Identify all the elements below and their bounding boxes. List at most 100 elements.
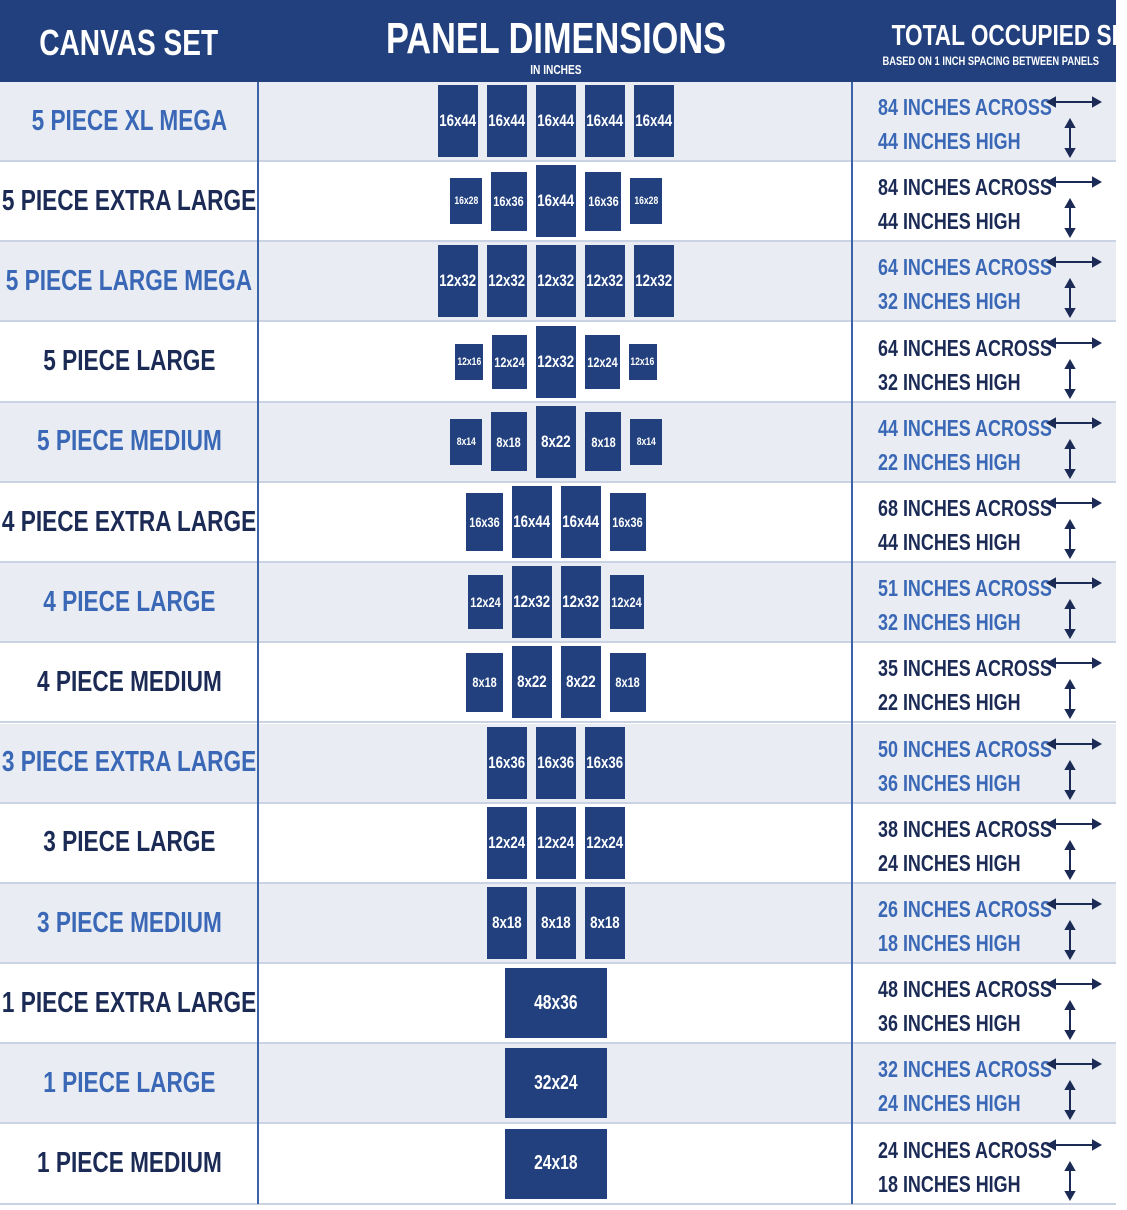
high: 22 INCHES HIGH	[878, 445, 1101, 479]
panel-group: 12x24 12x24 12x24	[260, 804, 852, 882]
table-row: 5 PIECE MEDIUM 8x14 8x18 8x22 8x18 8x14 44 INC…	[0, 402, 1116, 483]
arrow-icons	[1045, 734, 1103, 809]
panel-label: 12x32	[439, 271, 477, 291]
high-text: 36 INCHES HIGH	[878, 1010, 1021, 1037]
panel-group: 16x36 16x44 16x44 16x36	[260, 483, 852, 561]
panel: 16x36	[490, 171, 527, 231]
panel-label: 48x36	[534, 991, 578, 1014]
panel: 12x24	[585, 806, 625, 879]
table-row: 1 PIECE LARGE 32x24 32 INCHES ACROSS 24 INC…	[0, 1044, 1116, 1125]
arrow-icons	[1045, 92, 1103, 167]
panel-label: 32x24	[534, 1071, 578, 1094]
table-row: 5 PIECE LARGE 12x16 12x24 12x32 12x24 12x16 64…	[0, 323, 1116, 403]
panel-group: 48x36	[260, 964, 852, 1042]
name-text: 4 PIECE EXTRA LARGE	[1, 505, 257, 538]
panel: 12x32	[511, 566, 552, 639]
across: 64 INCHES ACROSS	[878, 331, 1101, 365]
table-row: 3 PIECE MEDIUM 8x18 8x18 8x18 26 INCHES ACRO…	[0, 884, 1116, 964]
high-text: 44 INCHES HIGH	[878, 128, 1021, 154]
canvas-set-name: 5 PIECE XL MEGA	[0, 82, 258, 160]
panel: 8x18	[609, 652, 646, 712]
divider	[257, 82, 259, 1204]
panel: 8x18	[585, 887, 625, 959]
across: 51 INCHES ACROSS	[878, 571, 1101, 605]
panel-label: 16x44	[562, 512, 599, 531]
high: 32 INCHES HIGH	[878, 284, 1101, 318]
high: 24 INCHES HIGH	[878, 1086, 1101, 1120]
panel-label: 16x36	[493, 193, 525, 210]
across-text: 44 INCHES ACROSS	[878, 414, 1052, 441]
arrows	[1045, 417, 1103, 479]
panel-label: 24x18	[534, 1152, 578, 1175]
panel: 12x32	[634, 245, 674, 318]
arrow-icons	[1045, 413, 1103, 488]
panel: 12x32	[536, 245, 576, 318]
panel: 16x44	[487, 85, 527, 157]
panel: 16x44	[536, 85, 576, 157]
measurements: 26 INCHES ACROSS 18 INCHES HIGH	[878, 892, 1101, 960]
high-text: 22 INCHES HIGH	[878, 448, 1021, 475]
name-text: 5 PIECE XL MEGA	[31, 104, 227, 137]
canvas-set-name: 5 PIECE EXTRA LARGE	[0, 162, 258, 240]
panel: 8x14	[449, 418, 482, 465]
across-text: 68 INCHES ACROSS	[878, 495, 1052, 521]
table-row: 4 PIECE MEDIUM 8x18 8x22 8x22 8x18 35 INCHES …	[0, 643, 1116, 724]
measurements: 38 INCHES ACROSS 24 INCHES HIGH	[878, 812, 1101, 880]
measurements: 35 INCHES ACROSS 22 INCHES HIGH	[878, 651, 1101, 719]
across: 35 INCHES ACROSS	[878, 651, 1101, 685]
arrows	[1045, 737, 1103, 800]
panel-dimensions-title: PANEL DIMENSIONS	[385, 14, 727, 63]
panel-label: 12x32	[513, 592, 550, 612]
panel-label: 12x32	[537, 351, 575, 371]
panel-label: 12x24	[494, 353, 525, 370]
high-text: 22 INCHES HIGH	[878, 689, 1021, 716]
panel-label: 16x36	[469, 514, 500, 530]
panel-label: 16x28	[634, 195, 659, 208]
across-text: 50 INCHES ACROSS	[878, 735, 1052, 762]
panel-label: 8x18	[590, 913, 620, 932]
panel: 8x18	[487, 887, 527, 959]
arrow-icons	[1045, 1135, 1103, 1210]
panel-group: 32x24	[260, 1044, 852, 1122]
canvas-set-name: 3 PIECE MEDIUM	[0, 884, 258, 962]
high-text: 44 INCHES HIGH	[878, 208, 1021, 235]
arrow-icons	[1045, 493, 1103, 568]
panel-label: 16x36	[587, 193, 619, 210]
across: 50 INCHES ACROSS	[878, 732, 1101, 766]
table-row: 5 PIECE EXTRA LARGE 16x28 16x36 16x44 16x36 1…	[0, 162, 1116, 243]
high: 24 INCHES HIGH	[878, 846, 1101, 880]
name-text: 5 PIECE EXTRA LARGE	[1, 184, 257, 217]
name-text: 1 PIECE LARGE	[42, 1066, 216, 1099]
panel-label: 8x22	[565, 672, 596, 692]
in-inches: IN INCHES	[530, 62, 582, 77]
across: 26 INCHES ACROSS	[878, 892, 1101, 926]
panel-label: 8x18	[472, 674, 497, 691]
panel-label: 12x32	[488, 271, 526, 291]
measurements: 51 INCHES ACROSS 32 INCHES HIGH	[878, 571, 1101, 639]
panel: 16x28	[630, 178, 663, 225]
panel-label: 16x44	[635, 111, 673, 130]
panel-label: 16x36	[537, 752, 575, 772]
panel: 8x14	[630, 418, 663, 465]
arrows	[1045, 657, 1103, 720]
across-text: 48 INCHES ACROSS	[878, 976, 1052, 1003]
panel-label: 12x24	[587, 353, 618, 370]
panel: 12x32	[438, 245, 478, 318]
measurements: 84 INCHES ACROSS 44 INCHES HIGH	[878, 170, 1101, 238]
arrows	[1045, 577, 1103, 640]
panel: 16x44	[438, 85, 478, 157]
panel: 16x44	[511, 486, 552, 558]
panel-label: 12x16	[630, 355, 655, 368]
panel: 12x24	[609, 575, 645, 630]
panel-label: 12x32	[537, 271, 575, 291]
canvas-set-name: 3 PIECE LARGE	[0, 804, 258, 882]
panel-label: 8x18	[590, 433, 616, 450]
measurements: 44 INCHES ACROSS 22 INCHES HIGH	[878, 411, 1101, 479]
panel: 12x32	[487, 245, 527, 318]
panel: 32x24	[505, 1048, 607, 1119]
panel: 12x16	[628, 343, 657, 380]
total-space-title: TOTAL OCCUPIED SPACE	[891, 20, 1127, 52]
across: 38 INCHES ACROSS	[878, 812, 1101, 846]
canvas-set-name: 5 PIECE LARGE MEGA	[0, 242, 258, 320]
spacing-note: BASED ON 1 INCH SPACING BETWEEN PANELS	[882, 54, 1100, 68]
